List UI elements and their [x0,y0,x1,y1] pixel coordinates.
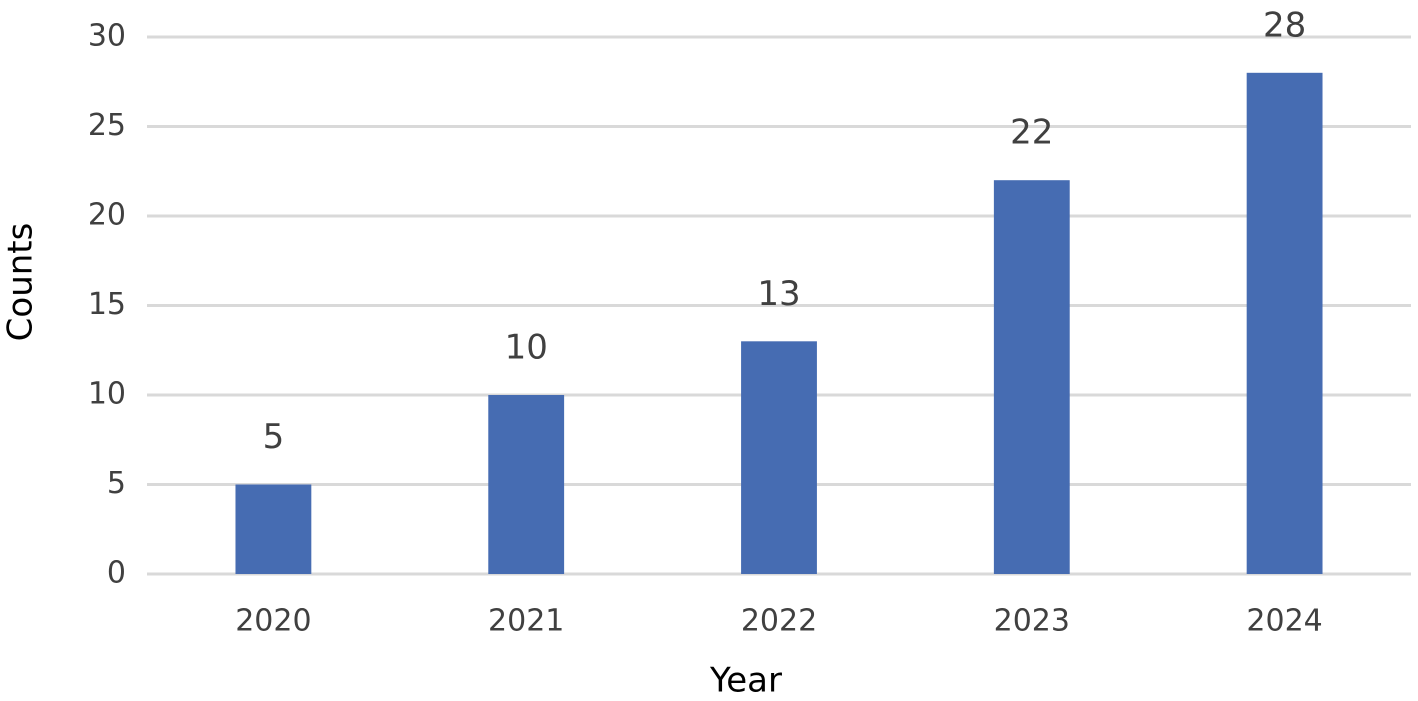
y-tick-label: 20 [88,198,126,233]
data-label: 10 [505,328,548,368]
y-tick-label: 10 [88,377,126,412]
y-tick-label: 25 [88,108,126,143]
data-label: 22 [1010,113,1053,153]
y-tick-label: 0 [107,556,126,591]
x-tick-label: 2020 [235,604,311,639]
bar [235,484,312,574]
y-tick-label: 5 [107,466,126,501]
x-tick-label: 2021 [488,604,564,639]
x-axis-title: Year [709,661,782,701]
x-tick-label: 2022 [741,604,817,639]
data-label: 13 [757,274,800,314]
data-label: 28 [1263,5,1306,45]
bar [993,180,1070,574]
y-tick-label: 15 [88,287,126,322]
bar [1246,72,1323,575]
y-tick-label: 30 [88,19,126,54]
bar [488,395,565,574]
data-label: 5 [263,417,285,457]
y-axis-title: Counts [1,223,41,342]
x-tick-label: 2023 [994,604,1070,639]
bar [741,341,817,574]
x-tick-label: 2024 [1246,604,1322,639]
